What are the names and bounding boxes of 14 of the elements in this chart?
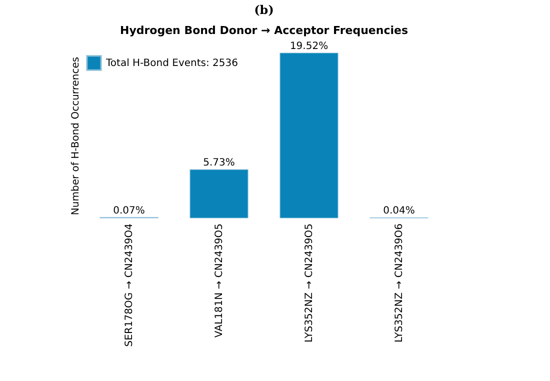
bar [280, 52, 338, 218]
data-label: 19.52% [290, 41, 328, 52]
chart-title: (b) [254, 3, 274, 17]
data-label: 0.04% [383, 206, 415, 217]
legend-label: Total H-Bond Events: 2536 [105, 58, 238, 69]
x-tick-label: SER178OG → CN2439O4 [124, 224, 135, 347]
x-tick-label: VAL181N → CN2439O5 [214, 224, 225, 338]
data-label: 5.73% [203, 158, 235, 169]
y-axis-title: Number of H-Bond Occurrences [70, 56, 82, 216]
x-tick-label: LYS352NZ → CN2439O6 [394, 224, 405, 342]
x-tick-label: LYS352NZ → CN2439O5 [304, 224, 315, 342]
data-label: 0.07% [113, 205, 145, 216]
chart-subtitle: Hydrogen Bond Donor → Acceptor Frequencies [120, 24, 408, 37]
bar [190, 169, 248, 218]
